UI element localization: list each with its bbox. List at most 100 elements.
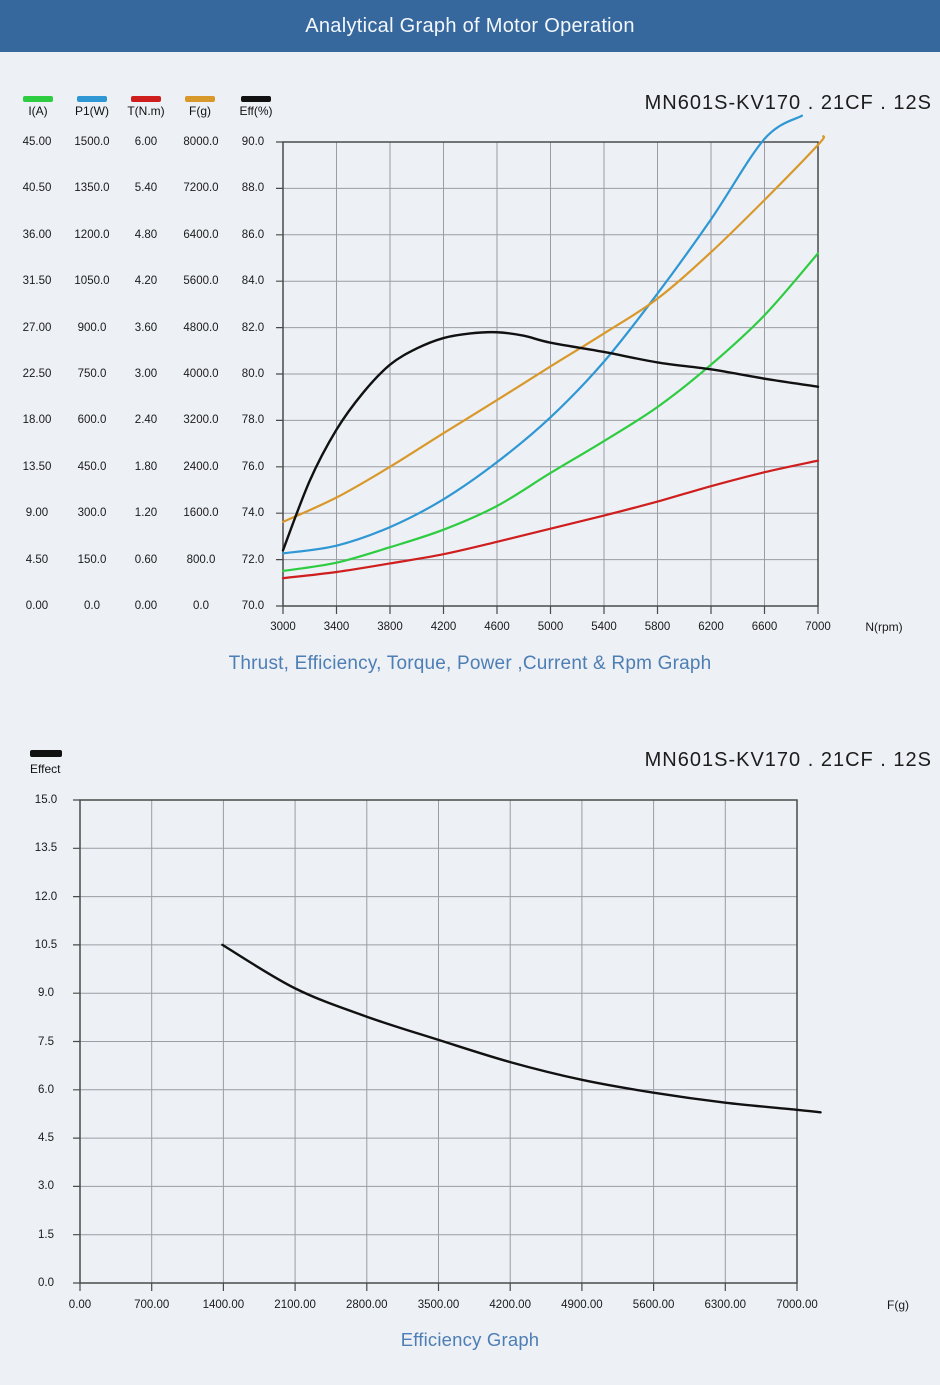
legend-swatch-effect — [30, 750, 62, 757]
y-tick-label: 15.0 — [34, 794, 58, 806]
x-tick-label: 3000 — [270, 621, 296, 633]
y-tick-label: 9.00 — [25, 507, 49, 520]
y-tick-label: 4.50 — [25, 553, 49, 566]
y-tick-label: 0.0 — [193, 600, 209, 612]
x-tick-label: 4200 — [430, 621, 457, 633]
x-tick-label: 5000 — [537, 621, 564, 633]
y-tick-label: 1.20 — [134, 507, 158, 520]
y-tick-label: 1500.0 — [74, 136, 110, 148]
y-tick-label: 12.0 — [34, 890, 58, 903]
y-tick-label: 3.00 — [134, 368, 158, 380]
y-tick-label: 10.5 — [34, 938, 58, 951]
y-tick-label: 0.0 — [38, 1277, 54, 1289]
x-tick-label: 7000.00 — [776, 1299, 818, 1311]
x-tick-label: 6200 — [698, 621, 724, 633]
y-tick-label: 5600.0 — [183, 275, 219, 288]
x-tick-label: 5800 — [644, 621, 671, 633]
y-tick-label: 800.0 — [186, 553, 216, 566]
legend-swatch-3 — [131, 96, 161, 102]
y-tick-label: 72.0 — [241, 553, 265, 566]
efficiency-chart-caption: Efficiency Graph — [400, 1329, 540, 1350]
y-tick-label: 1350.0 — [74, 182, 110, 195]
y-tick-label: 900.0 — [77, 321, 107, 334]
x-tick-label: 5600.00 — [632, 1299, 675, 1311]
y-tick-label: 1.5 — [38, 1228, 54, 1241]
legend-label: Effect — [30, 762, 61, 776]
y-tick-label: 76.0 — [241, 460, 265, 473]
plot-border — [282, 141, 819, 607]
y-tick-label: 0.00 — [25, 600, 49, 612]
y-tick-label: 40.50 — [22, 182, 52, 195]
x-tick-label: 6300.00 — [704, 1299, 747, 1311]
y-tick-label: 1.80 — [134, 460, 158, 473]
series-line-i-a- — [281, 252, 820, 573]
y-tick-label: 4.20 — [134, 275, 158, 288]
y-tick-label: 86.0 — [241, 228, 265, 241]
app-title: Analytical Graph of Motor Operation — [305, 14, 635, 37]
legend-label: I(A) — [28, 104, 48, 118]
series-line-effect — [221, 943, 822, 1114]
efficiency-chart-model-title: MN601S-KV170 . 21CF . 12S — [644, 749, 932, 771]
x-tick-label: 700.00 — [134, 1299, 170, 1311]
y-tick-label: 18.00 — [22, 414, 52, 427]
y-tick-label: 80.0 — [241, 368, 265, 380]
legend-label: F(g) — [189, 104, 211, 118]
y-tick-label: 2400.0 — [183, 460, 219, 473]
y-tick-label: 4800.0 — [183, 321, 219, 334]
plot-border — [79, 799, 798, 1284]
y-tick-label: 300.0 — [77, 507, 107, 520]
y-tick-label: 6.0 — [38, 1083, 54, 1096]
y-tick-label: 3200.0 — [183, 414, 219, 427]
legend-label: Eff(%) — [239, 104, 273, 118]
motor-chart-caption: Thrust, Efficiency, Torque, Power ,Curre… — [228, 653, 712, 674]
y-tick-label: 0.0 — [84, 600, 100, 612]
x-tick-label: 2100.00 — [274, 1299, 316, 1311]
y-tick-label: 450.0 — [77, 460, 107, 473]
x-axis-unit-label: N(rpm) — [865, 620, 903, 634]
y-tick-label: 6400.0 — [183, 228, 219, 241]
y-tick-label: 7200.0 — [183, 182, 219, 195]
y-tick-label: 74.0 — [241, 507, 265, 520]
x-tick-label: 3800 — [377, 621, 403, 633]
x-axis-unit-label: F(g) — [887, 1298, 909, 1312]
y-tick-label: 4.5 — [38, 1132, 54, 1145]
y-tick-label: 1600.0 — [183, 507, 219, 520]
y-tick-label: 0.60 — [134, 553, 158, 566]
y-tick-label: 88.0 — [241, 182, 265, 195]
y-tick-label: 13.5 — [34, 842, 58, 855]
series-line-f-g- — [281, 135, 826, 523]
x-tick-label: 5400 — [591, 621, 617, 633]
legend-swatch-5 — [241, 96, 271, 102]
y-tick-label: 1200.0 — [74, 228, 110, 241]
x-tick-label: 3400 — [323, 621, 350, 633]
y-tick-label: 31.50 — [22, 275, 52, 288]
axis-tick-marks — [73, 799, 798, 1291]
y-tick-label: 3.60 — [134, 321, 158, 334]
x-tick-label: 7000 — [805, 621, 831, 633]
y-tick-label: 2.40 — [134, 414, 158, 427]
y-tick-label: 36.00 — [22, 228, 52, 241]
y-tick-label: 1050.0 — [74, 275, 110, 288]
x-tick-label: 0.00 — [68, 1299, 92, 1311]
series-line-p1-w- — [281, 114, 804, 555]
y-tick-label: 13.50 — [22, 460, 52, 473]
y-tick-label: 22.50 — [22, 368, 52, 380]
y-tick-label: 600.0 — [77, 414, 107, 427]
y-tick-label: 82.0 — [241, 321, 265, 334]
y-tick-label: 27.00 — [22, 321, 52, 334]
y-tick-label: 45.00 — [22, 136, 52, 148]
motor-chart-model-title: MN601S-KV170 . 21CF . 12S — [644, 92, 932, 114]
y-tick-label: 7.5 — [38, 1035, 54, 1048]
x-tick-label: 6600 — [751, 621, 778, 633]
x-tick-label: 4900.00 — [561, 1299, 603, 1311]
y-tick-label: 6.00 — [134, 136, 158, 148]
y-tick-label: 3.0 — [38, 1180, 54, 1193]
y-tick-label: 70.0 — [241, 600, 265, 612]
x-tick-label: 3500.00 — [417, 1299, 460, 1311]
legend-label: P1(W) — [75, 104, 109, 118]
y-tick-label: 150.0 — [77, 553, 107, 566]
axis-tick-marks — [276, 141, 819, 614]
y-tick-label: 78.0 — [241, 414, 265, 427]
